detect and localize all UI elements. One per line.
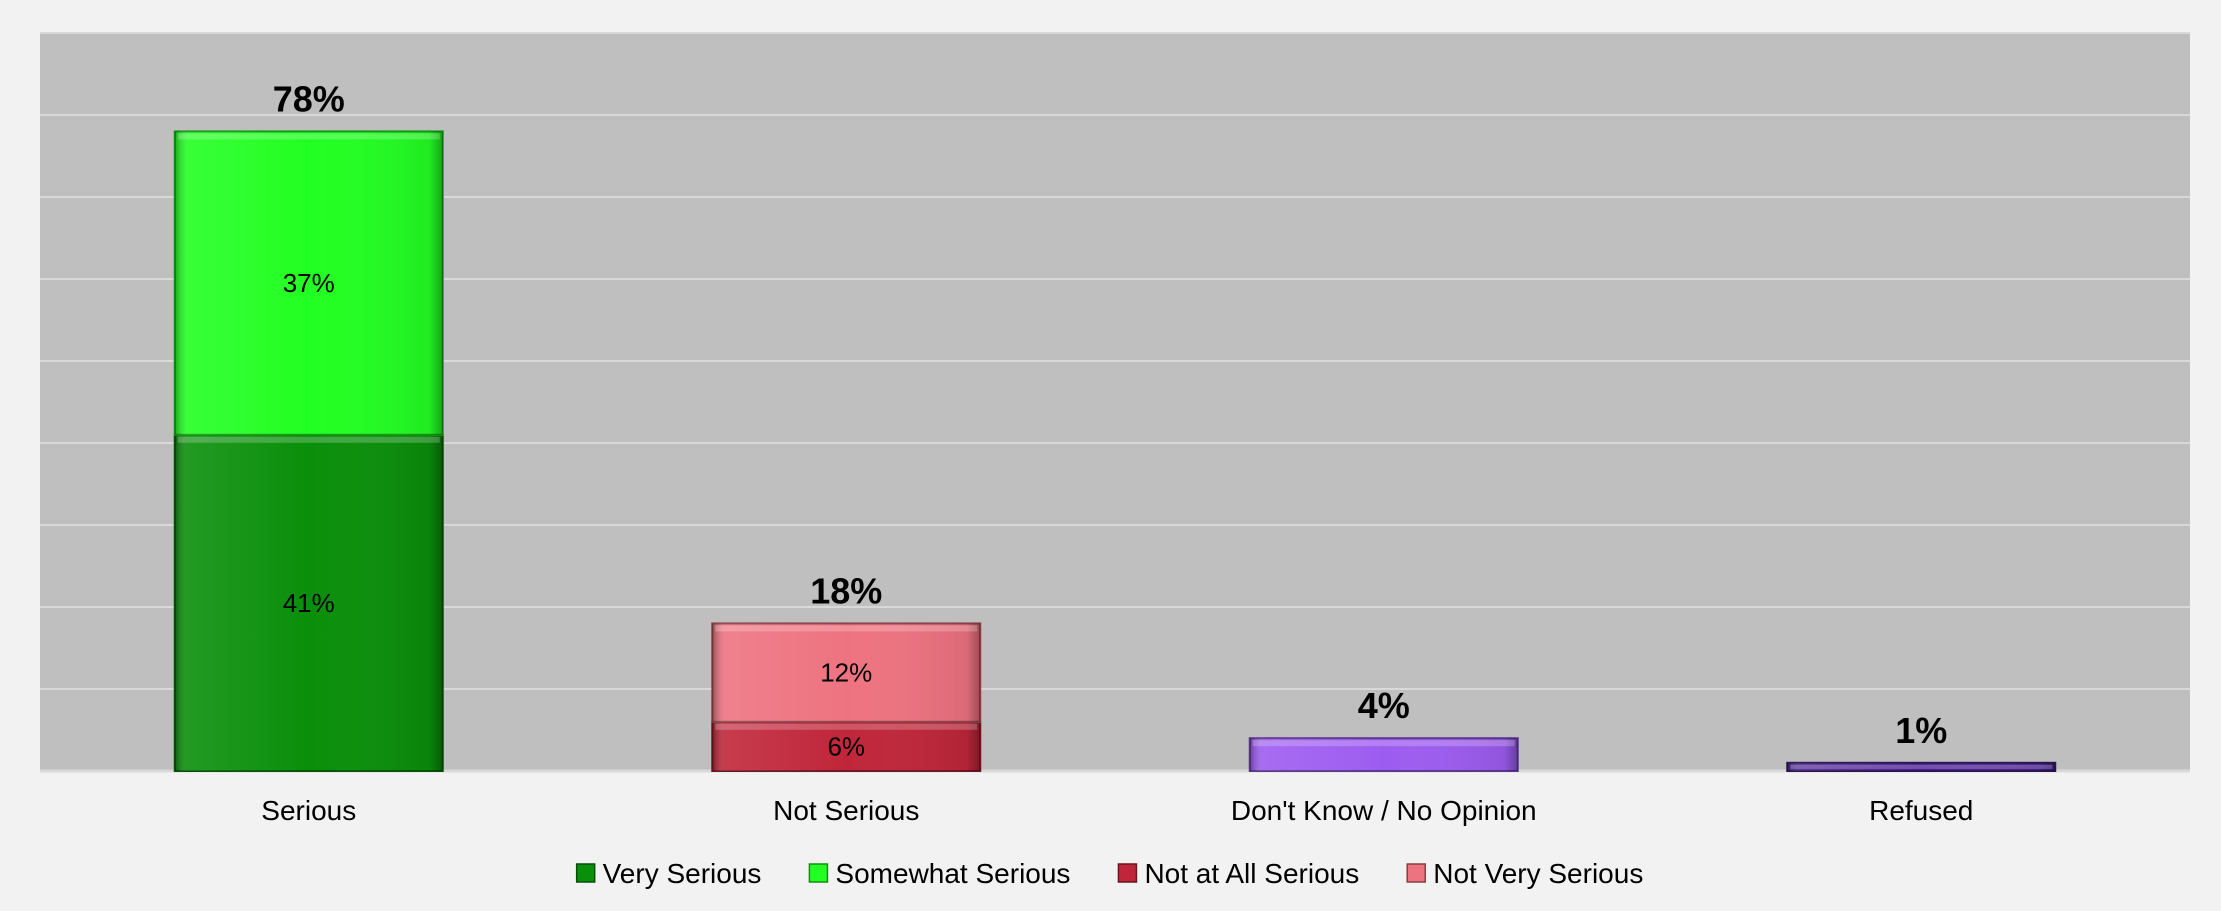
- x-tick-label: Not Serious: [773, 795, 919, 826]
- bar-highlight: [715, 625, 978, 632]
- total-data-label: 1%: [1895, 710, 1947, 751]
- legend-swatch: [575, 863, 596, 883]
- x-tick-label: Refused: [1869, 795, 1973, 826]
- segment-data-label: 12%: [820, 658, 872, 688]
- bar-highlight: [715, 723, 978, 730]
- bar-bevel: [174, 434, 443, 771]
- legend-item: Very Serious: [575, 858, 762, 889]
- bar-bevel: [1249, 738, 1518, 771]
- legend-item: Not Very Serious: [1406, 858, 1643, 889]
- legend-item: Somewhat Serious: [808, 858, 1070, 889]
- bar-bevel: [174, 131, 443, 435]
- legend-swatch: [1117, 863, 1138, 883]
- bar-highlight: [1252, 740, 1515, 747]
- bar-bevel: [1787, 762, 2056, 771]
- legend-label: Somewhat Serious: [835, 858, 1070, 889]
- total-data-label: 18%: [810, 570, 882, 611]
- legend-item: Not at All Serious: [1117, 858, 1359, 889]
- bars: 41% 37% 78% 6% 12% 18% 4% 1%: [173, 78, 2057, 773]
- bar-highlight: [1790, 764, 2053, 769]
- legend-label: Not Very Serious: [1433, 858, 1643, 889]
- bar-highlight: [177, 436, 440, 443]
- total-data-label: 4%: [1358, 685, 1410, 726]
- legend-label: Not at All Serious: [1144, 858, 1359, 889]
- segment-data-label: 41%: [283, 588, 335, 618]
- x-tick-label: Don't Know / No Opinion: [1231, 795, 1537, 826]
- bar-bevel: [712, 721, 981, 771]
- x-tick-label: Serious: [261, 795, 356, 826]
- legend-label: Very Serious: [603, 858, 762, 889]
- x-axis-labels: Serious Not Serious Don't Know / No Opinio…: [261, 795, 1973, 826]
- segment-data-label: 37%: [283, 268, 335, 298]
- bar-highlight: [177, 133, 440, 140]
- legend-swatch: [808, 863, 829, 883]
- legend: Very Serious Somewhat Serious Not at All S…: [575, 858, 1643, 889]
- total-data-label: 78%: [273, 78, 345, 119]
- bar-bevel: [712, 623, 981, 722]
- legend-swatch: [1406, 863, 1426, 883]
- segment-data-label: 6%: [827, 731, 865, 761]
